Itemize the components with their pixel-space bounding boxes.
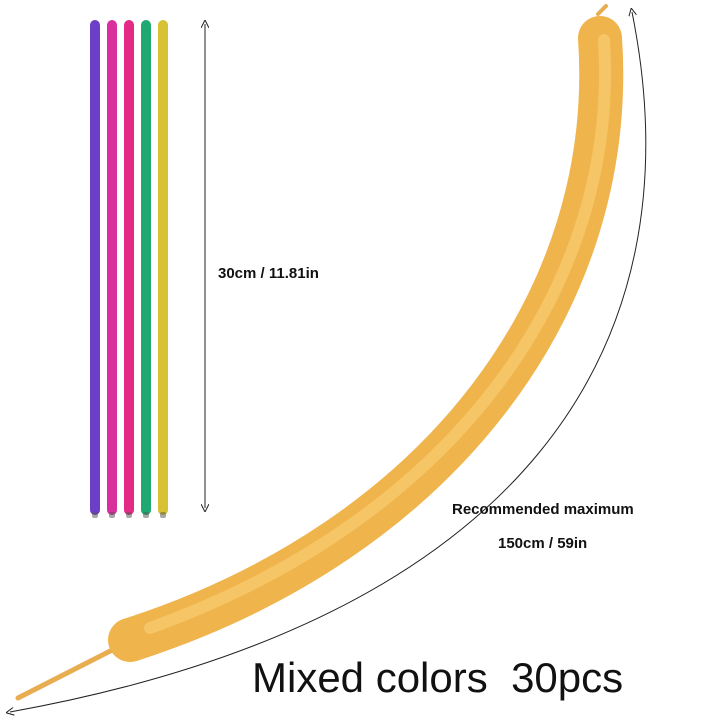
max-length: 150cm / 59in <box>498 535 587 552</box>
max-title: Recommended maximum <box>452 501 634 518</box>
short-length: 30cm / 11.81in <box>218 265 319 282</box>
uninflated-balloons <box>90 20 168 518</box>
caption: Mixed colors 30pcs <box>252 654 623 701</box>
long-dimension-line <box>10 12 647 712</box>
inflated-balloon <box>15 4 624 701</box>
